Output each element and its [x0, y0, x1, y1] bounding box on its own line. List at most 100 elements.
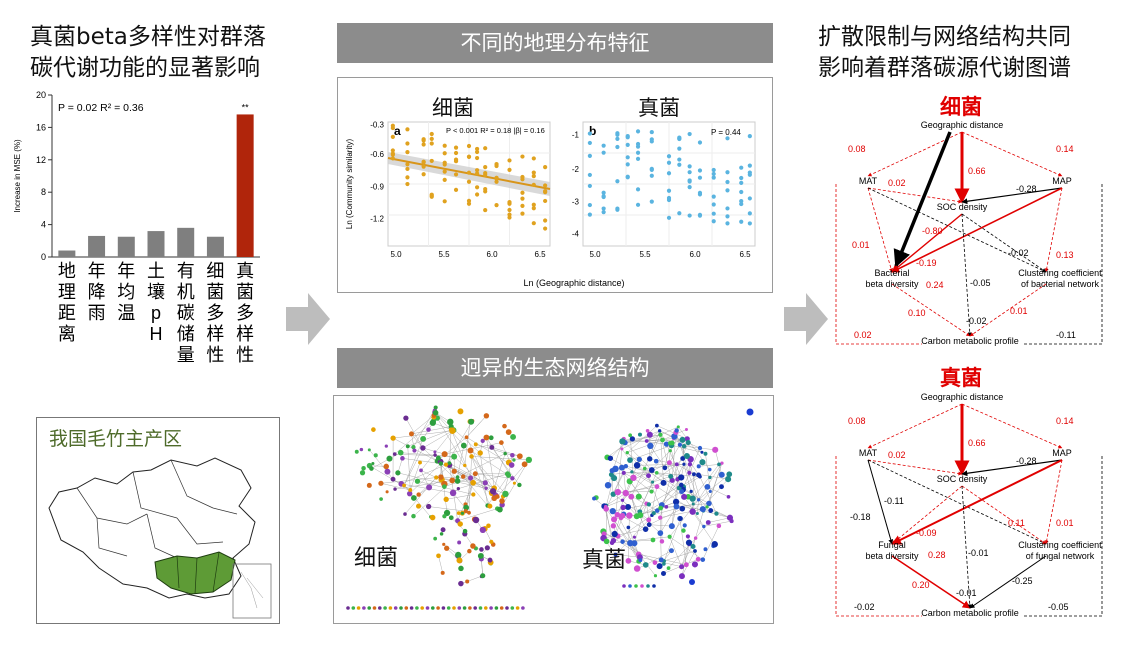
fungi-node	[677, 442, 683, 447]
point-b	[687, 164, 692, 169]
category-char: H	[150, 324, 163, 344]
point-b	[725, 188, 730, 193]
bacteria-isolate	[425, 606, 430, 610]
y-tick-label: 0	[41, 252, 46, 262]
soc-cc-path	[961, 485, 1047, 545]
fungi-node	[676, 425, 680, 429]
point-b	[697, 168, 703, 173]
geo-map-path	[961, 403, 1063, 449]
stat-a: P < 0.001 R² = 0.18 |β| = 0.16	[446, 126, 545, 135]
fungi-node	[707, 467, 712, 472]
fungi-edge	[631, 468, 645, 497]
fungi-node	[684, 427, 688, 431]
fungi-edge	[697, 499, 699, 514]
y-axis-label: Ln (Community similarity)	[345, 139, 354, 230]
fungi-node	[666, 460, 672, 466]
point-a	[453, 145, 459, 150]
fungi-node	[703, 451, 708, 456]
point-b	[687, 131, 692, 137]
fungi-edge	[653, 477, 682, 514]
bacteria-node	[510, 476, 515, 481]
bacteria-node	[383, 463, 390, 470]
bacteria-node	[479, 526, 486, 534]
point-a	[429, 131, 434, 137]
fungi-edge	[669, 444, 681, 463]
node-beta-diversity-line1: Fungal	[878, 540, 906, 550]
bacteria-node	[457, 521, 463, 527]
fungi-node	[726, 471, 733, 478]
point-b	[725, 214, 730, 219]
bacteria-edge	[444, 442, 502, 455]
bacteria-node	[456, 487, 460, 491]
bacteria-node	[488, 435, 494, 441]
mat-soc-coef: 0.02	[888, 450, 906, 460]
bacteria-node	[436, 553, 441, 559]
bacteria-edge	[475, 473, 513, 479]
fungi-node	[706, 500, 712, 507]
fungi-node	[653, 458, 659, 464]
fungi-node	[658, 432, 663, 437]
fungi-node	[666, 566, 671, 570]
fungi-edge	[636, 465, 653, 483]
bacteria-isolate	[393, 606, 398, 610]
fungi-edge	[669, 536, 703, 560]
node-mat: MAT	[859, 176, 878, 186]
fungi-node	[647, 456, 653, 462]
bacteria-node	[454, 478, 461, 484]
fungi-edge	[624, 442, 652, 471]
bacteria-node	[457, 408, 464, 415]
fungi-edge	[623, 472, 626, 494]
fungi-node	[712, 446, 719, 453]
fungi-node	[633, 565, 641, 572]
category-char: 样	[236, 324, 254, 344]
point-a	[483, 207, 488, 213]
fungi-node	[668, 523, 675, 530]
soc-beta-path	[891, 213, 963, 273]
point-b	[725, 206, 730, 211]
fungi-edge	[692, 510, 704, 547]
bacteria-edge	[493, 453, 506, 489]
bacteria-node	[508, 462, 515, 468]
fungi-edge	[659, 476, 671, 518]
fungi-node	[659, 539, 665, 544]
bacteria-node	[359, 447, 364, 452]
fungi-node	[618, 464, 625, 471]
category-char: 样	[206, 324, 224, 344]
fungi-edge	[648, 484, 682, 505]
map-cc-path	[1044, 459, 1063, 545]
fungi-node	[691, 502, 695, 506]
bar	[147, 231, 165, 257]
bacteria-edge	[466, 437, 512, 466]
fungi-node	[662, 562, 666, 566]
fungi-node	[725, 476, 732, 483]
soc-beta-coef: -0.09	[916, 528, 937, 538]
point-a	[507, 167, 512, 172]
category-char: 土	[147, 261, 165, 281]
fungi-node	[642, 562, 649, 568]
fungi-node	[679, 564, 685, 570]
fungi-node	[654, 470, 659, 475]
bar	[58, 250, 76, 257]
bacteria-isolate	[441, 606, 446, 610]
geo-mat-coef: 0.08	[848, 144, 866, 154]
y-tick-label: 16	[36, 122, 46, 132]
bacteria-node	[426, 484, 433, 491]
bacteria-node	[479, 547, 484, 552]
fungi-node	[667, 534, 672, 539]
fungi-node	[668, 449, 672, 453]
bacteria-node	[470, 543, 476, 549]
point-b	[666, 154, 672, 159]
fungi-node	[680, 456, 686, 461]
fungi-node	[654, 484, 660, 490]
fungi-node	[693, 536, 698, 540]
fungi-node	[708, 475, 712, 480]
point-a	[520, 177, 525, 182]
bacteria-node	[411, 444, 416, 450]
flow-arrow-2	[784, 293, 828, 345]
point-b	[625, 174, 630, 179]
bacteria-isolate	[436, 606, 440, 610]
node-carbon-metabolic-profile: Carbon metabolic profile	[921, 608, 1019, 618]
point-a	[442, 151, 447, 156]
bacteria-node	[487, 557, 493, 563]
